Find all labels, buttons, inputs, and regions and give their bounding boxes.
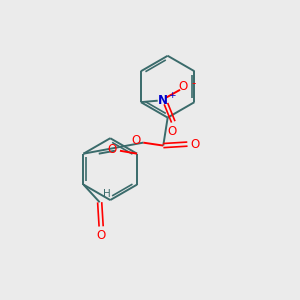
- Text: N: N: [158, 94, 168, 107]
- Text: O: O: [167, 125, 176, 138]
- Text: O: O: [132, 134, 141, 147]
- Text: O: O: [178, 80, 188, 93]
- Text: H: H: [103, 189, 110, 199]
- Text: O: O: [97, 229, 106, 242]
- Text: -: -: [191, 77, 196, 90]
- Text: +: +: [168, 91, 176, 100]
- Text: O: O: [190, 138, 200, 151]
- Text: O: O: [107, 143, 116, 156]
